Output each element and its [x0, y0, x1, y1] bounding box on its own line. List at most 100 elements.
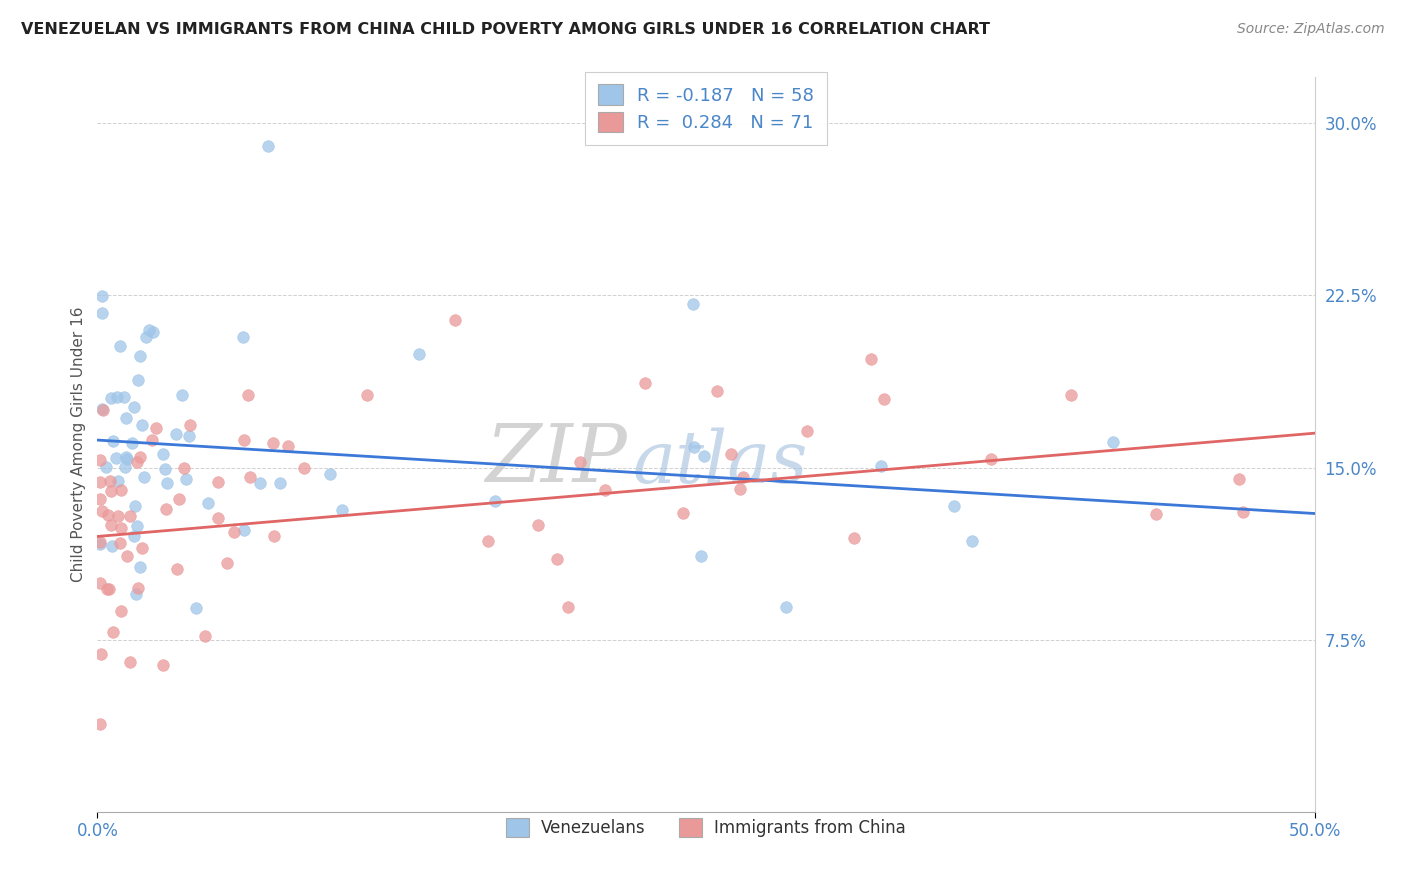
Point	[1144, 507, 1167, 521]
Point	[105, 450, 128, 465]
Point	[100, 483, 122, 498]
Point	[115, 549, 138, 564]
Point	[107, 508, 129, 523]
Point	[236, 387, 259, 401]
Point	[1232, 504, 1254, 518]
Point	[120, 655, 142, 669]
Point	[706, 384, 728, 398]
Point	[122, 529, 145, 543]
Point	[179, 418, 201, 433]
Point	[90, 647, 112, 661]
Point	[292, 460, 315, 475]
Point	[155, 476, 177, 491]
Point	[222, 525, 245, 540]
Point	[942, 500, 965, 514]
Point	[96, 582, 118, 597]
Point	[101, 539, 124, 553]
Point	[256, 139, 278, 153]
Point	[249, 476, 271, 491]
Point	[546, 552, 568, 566]
Point	[232, 523, 254, 537]
Point	[262, 436, 284, 450]
Text: Source: ZipAtlas.com: Source: ZipAtlas.com	[1237, 22, 1385, 37]
Point	[90, 402, 112, 417]
Point	[207, 511, 229, 525]
Point	[962, 533, 984, 548]
Point	[135, 329, 157, 343]
Point	[118, 508, 141, 523]
Text: VENEZUELAN VS IMMIGRANTS FROM CHINA CHILD POVERTY AMONG GIRLS UNDER 16 CORRELATI: VENEZUELAN VS IMMIGRANTS FROM CHINA CHIL…	[21, 22, 990, 37]
Point	[100, 517, 122, 532]
Point	[330, 503, 353, 517]
Point	[842, 531, 865, 545]
Point	[125, 587, 148, 601]
Point	[569, 455, 592, 469]
Point	[122, 401, 145, 415]
Point	[91, 504, 114, 518]
Point	[98, 582, 121, 596]
Point	[233, 433, 256, 447]
Point	[128, 560, 150, 574]
Point	[89, 576, 111, 591]
Point	[114, 459, 136, 474]
Point	[91, 403, 114, 417]
Point	[110, 339, 132, 353]
Point	[110, 604, 132, 618]
Point	[127, 581, 149, 595]
Point	[728, 482, 751, 496]
Point	[141, 434, 163, 448]
Point	[593, 483, 616, 498]
Point	[114, 450, 136, 464]
Point	[89, 452, 111, 467]
Point	[870, 458, 893, 473]
Point	[90, 306, 112, 320]
Point	[121, 436, 143, 450]
Point	[100, 474, 122, 488]
Point	[107, 475, 129, 489]
Point	[775, 600, 797, 615]
Point	[105, 390, 128, 404]
Point	[173, 461, 195, 475]
Point	[477, 533, 499, 548]
Point	[153, 462, 176, 476]
Point	[318, 467, 340, 482]
Point	[408, 347, 430, 361]
Point	[97, 508, 120, 522]
Point	[980, 452, 1002, 467]
Point	[873, 392, 896, 406]
Point	[124, 499, 146, 513]
Point	[125, 455, 148, 469]
Point	[263, 529, 285, 543]
Point	[103, 624, 125, 639]
Point	[444, 313, 467, 327]
Point	[152, 657, 174, 672]
Point	[693, 450, 716, 464]
Point	[128, 349, 150, 363]
Point	[672, 506, 695, 520]
Point	[215, 556, 238, 570]
Point	[689, 549, 711, 563]
Text: atlas: atlas	[633, 428, 808, 499]
Point	[114, 410, 136, 425]
Point	[100, 391, 122, 405]
Point	[115, 452, 138, 467]
Point	[110, 483, 132, 497]
Point	[112, 390, 135, 404]
Point	[142, 326, 165, 340]
Point	[1229, 472, 1251, 486]
Point	[526, 518, 548, 533]
Point	[194, 630, 217, 644]
Point	[110, 535, 132, 549]
Point	[484, 494, 506, 508]
Point	[683, 440, 706, 454]
Point	[796, 425, 818, 439]
Point	[131, 418, 153, 433]
Point	[207, 475, 229, 489]
Point	[155, 502, 177, 516]
Point	[94, 459, 117, 474]
Point	[239, 470, 262, 484]
Point	[110, 520, 132, 534]
Point	[145, 421, 167, 435]
Point	[682, 297, 704, 311]
Point	[170, 388, 193, 402]
